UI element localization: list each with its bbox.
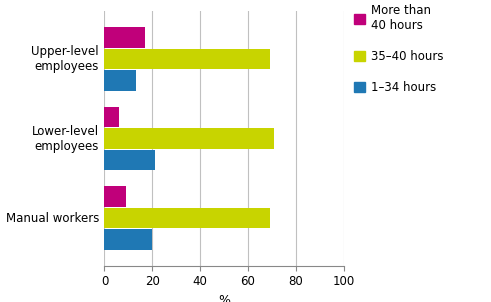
Bar: [105, 150, 155, 170]
Bar: [105, 208, 270, 228]
Bar: [105, 49, 270, 69]
Bar: [105, 229, 152, 250]
Bar: [105, 128, 274, 149]
Bar: [105, 27, 145, 48]
X-axis label: %: %: [218, 294, 230, 302]
Bar: [105, 186, 126, 207]
Bar: [105, 107, 119, 127]
Legend: More than
40 hours, 35–40 hours, 1–34 hours: More than 40 hours, 35–40 hours, 1–34 ho…: [355, 5, 443, 94]
Bar: [105, 70, 136, 91]
